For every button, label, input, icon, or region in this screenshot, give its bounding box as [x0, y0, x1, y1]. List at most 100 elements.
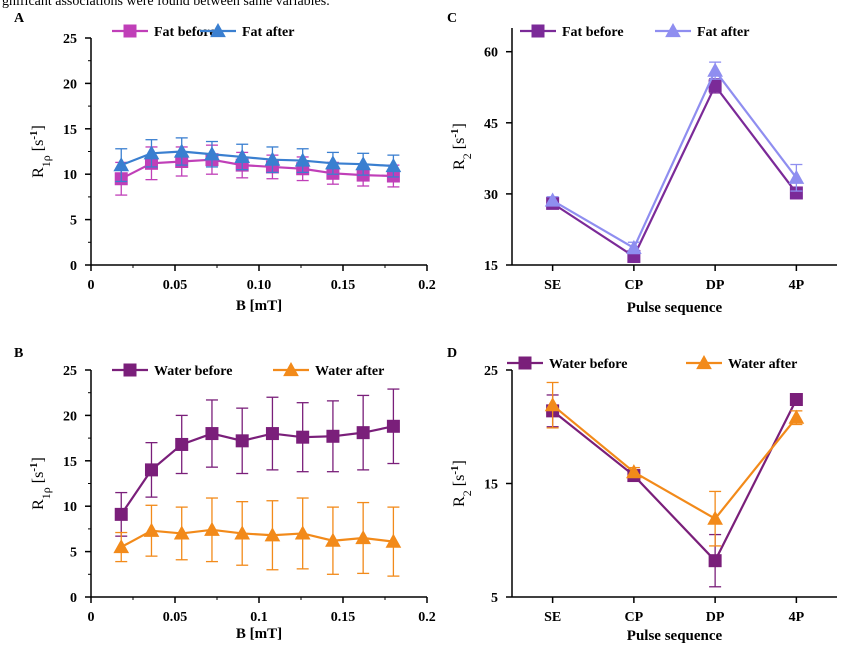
data-point [264, 527, 281, 542]
legend-item: Fat after [655, 22, 749, 40]
legend-item: Fat before [112, 24, 216, 40]
legend-marker [518, 356, 532, 370]
x-tick-label: CP [625, 278, 644, 293]
data-point [294, 525, 311, 540]
x-tick-label: 0.05 [163, 278, 188, 293]
x-axis-label: B [mT] [236, 626, 282, 642]
data-point [204, 146, 220, 161]
legend-label: Fat after [242, 25, 294, 40]
series-line [551, 399, 798, 563]
data-point [175, 437, 189, 451]
x-tick-label: 0.15 [331, 278, 356, 293]
data-point [204, 521, 220, 536]
series-line [120, 158, 394, 180]
series-line [552, 83, 798, 259]
data-point [143, 145, 160, 160]
data-point [385, 533, 402, 548]
x-tick-label: 0 [88, 610, 95, 625]
data-point [173, 143, 190, 158]
data-point [234, 148, 251, 164]
panel-label: D [447, 346, 457, 361]
data-point [144, 463, 158, 477]
data-point [355, 156, 372, 171]
legend-item: Water before [507, 356, 627, 372]
data-point [264, 151, 281, 166]
legend-label: Fat after [697, 25, 749, 40]
legend-item: Water before [112, 363, 232, 379]
y-tick-label: 15 [484, 478, 498, 493]
x-tick-label: 4P [789, 278, 805, 293]
legend-item: Water after [273, 361, 384, 379]
legend-label: Fat before [154, 25, 216, 40]
series-line [552, 68, 798, 250]
legend-marker [531, 24, 545, 38]
data-point [234, 525, 251, 540]
y-tick-label: 20 [63, 409, 77, 424]
x-tick-label: SE [544, 610, 561, 625]
data-point [626, 464, 642, 479]
y-axis-label: R2 [s-1] [449, 460, 474, 507]
data-point [386, 419, 400, 433]
legend-label: Water after [315, 364, 384, 379]
x-tick-label: 0.2 [418, 610, 436, 625]
x-tick-label: DP [706, 278, 725, 293]
x-tick-label: SE [544, 278, 561, 293]
data-point [789, 393, 803, 407]
y-tick-label: 5 [70, 214, 77, 229]
data-point [788, 169, 805, 184]
x-axis-label: Pulse sequence [627, 628, 723, 644]
legend-marker [210, 22, 226, 38]
data-point [356, 426, 370, 440]
x-tick-label: 0.2 [418, 278, 436, 293]
legend-item: Water after [686, 354, 797, 372]
data-point [173, 525, 190, 540]
data-point [113, 157, 130, 172]
y-tick-label: 25 [63, 32, 77, 47]
data-point [235, 434, 249, 448]
legend-item: Fat before [520, 24, 624, 40]
data-point [708, 554, 722, 568]
chart-panel-c: C 15 30 45 60 SE CP DP 4P Pulse sequence R2 [s-1] F… [447, 11, 837, 316]
y-tick-label: 5 [70, 546, 77, 561]
x-axis-label: B [mT] [236, 298, 282, 314]
data-point [325, 155, 341, 170]
data-point [294, 152, 311, 167]
x-tick-label: CP [625, 610, 644, 625]
y-tick-label: 0 [70, 591, 77, 606]
data-point [355, 529, 372, 545]
x-tick-label: DP [706, 610, 725, 625]
data-point [114, 507, 128, 521]
chart-panel-a: A 0 5 10 15 20 25 0 0.05 0.10 0.15 0.2 B [mT] R1ρ [s-… [14, 11, 436, 314]
series-water-after [113, 497, 402, 577]
y-tick-label: 60 [484, 46, 498, 61]
data-point [788, 409, 805, 424]
x-tick-label: 0.15 [331, 610, 356, 625]
legend-marker [283, 361, 299, 377]
series-fat-after [544, 61, 805, 255]
series-line [551, 404, 798, 521]
series-line [120, 425, 394, 515]
legend-marker [123, 363, 137, 377]
data-point [385, 157, 402, 173]
series-water-after [544, 381, 805, 547]
chart-panel-d: D 5 15 25 SE CP DP 4P Pulse sequence R2 [s-1] Wate… [447, 346, 837, 644]
data-point [265, 427, 279, 441]
series-fat-before [546, 78, 803, 263]
y-tick-label: 0 [70, 259, 77, 274]
legend-marker [123, 24, 137, 38]
y-tick-label: 25 [63, 364, 77, 379]
y-tick-label: 15 [484, 259, 498, 274]
legend-label: Water before [549, 357, 627, 372]
legend-label: Fat before [562, 25, 624, 40]
x-tick-label: 4P [789, 610, 805, 625]
data-point [296, 430, 310, 444]
legend-marker [665, 22, 681, 38]
series-line [120, 528, 394, 549]
x-axis-label: Pulse sequence [627, 300, 723, 316]
y-tick-label: 15 [63, 455, 77, 470]
y-tick-label: 15 [63, 123, 77, 138]
x-tick-label: 0.1 [250, 610, 268, 625]
data-point [205, 427, 219, 441]
data-point [707, 62, 723, 77]
